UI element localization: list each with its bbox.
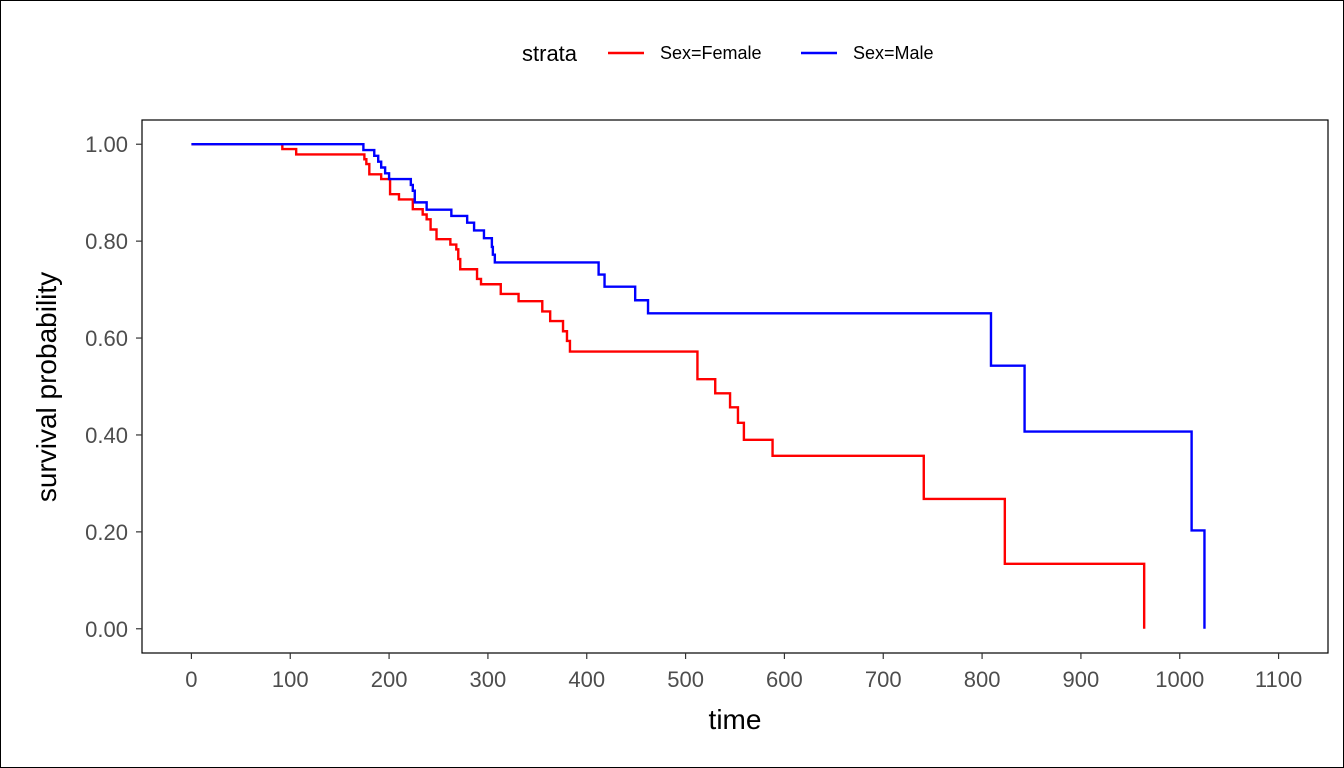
x-tick-label: 100 <box>272 667 309 692</box>
x-tick-label: 800 <box>964 667 1001 692</box>
x-tick-label: 400 <box>568 667 605 692</box>
y-tick-label: 0.40 <box>85 423 128 448</box>
plot-panel <box>141 119 1329 654</box>
legend-label-male: Sex=Male <box>853 43 934 63</box>
x-tick-label: 200 <box>371 667 408 692</box>
x-tick-label: 1000 <box>1155 667 1204 692</box>
legend: strata Sex=Female Sex=Male <box>522 41 934 66</box>
y-axis: 0.00 0.20 0.40 0.60 0.80 1.00 <box>85 132 142 642</box>
y-tick-label: 0.00 <box>85 617 128 642</box>
y-axis-title: survival probability <box>31 272 62 502</box>
y-tick-label: 0.80 <box>85 229 128 254</box>
x-tick-label: 1100 <box>1255 667 1302 692</box>
x-axis-title: time <box>709 704 762 735</box>
x-axis: 0 100 200 300 400 500 600 700 800 900 1000 1100 <box>185 653 1302 692</box>
series-line-sex-female <box>191 143 1146 629</box>
y-tick-label: 0.20 <box>85 520 128 545</box>
series-layer <box>191 143 1206 629</box>
x-tick-label: 300 <box>470 667 507 692</box>
y-tick-label: 0.60 <box>85 326 128 351</box>
x-tick-label: 500 <box>667 667 704 692</box>
series-line-sex-male <box>191 143 1206 629</box>
legend-label-female: Sex=Female <box>660 43 762 63</box>
x-tick-label: 0 <box>185 667 197 692</box>
y-tick-label: 1.00 <box>85 132 128 157</box>
legend-title: strata <box>522 41 578 66</box>
x-tick-label: 700 <box>865 667 902 692</box>
x-tick-label: 900 <box>1063 667 1100 692</box>
x-tick-label: 600 <box>766 667 803 692</box>
